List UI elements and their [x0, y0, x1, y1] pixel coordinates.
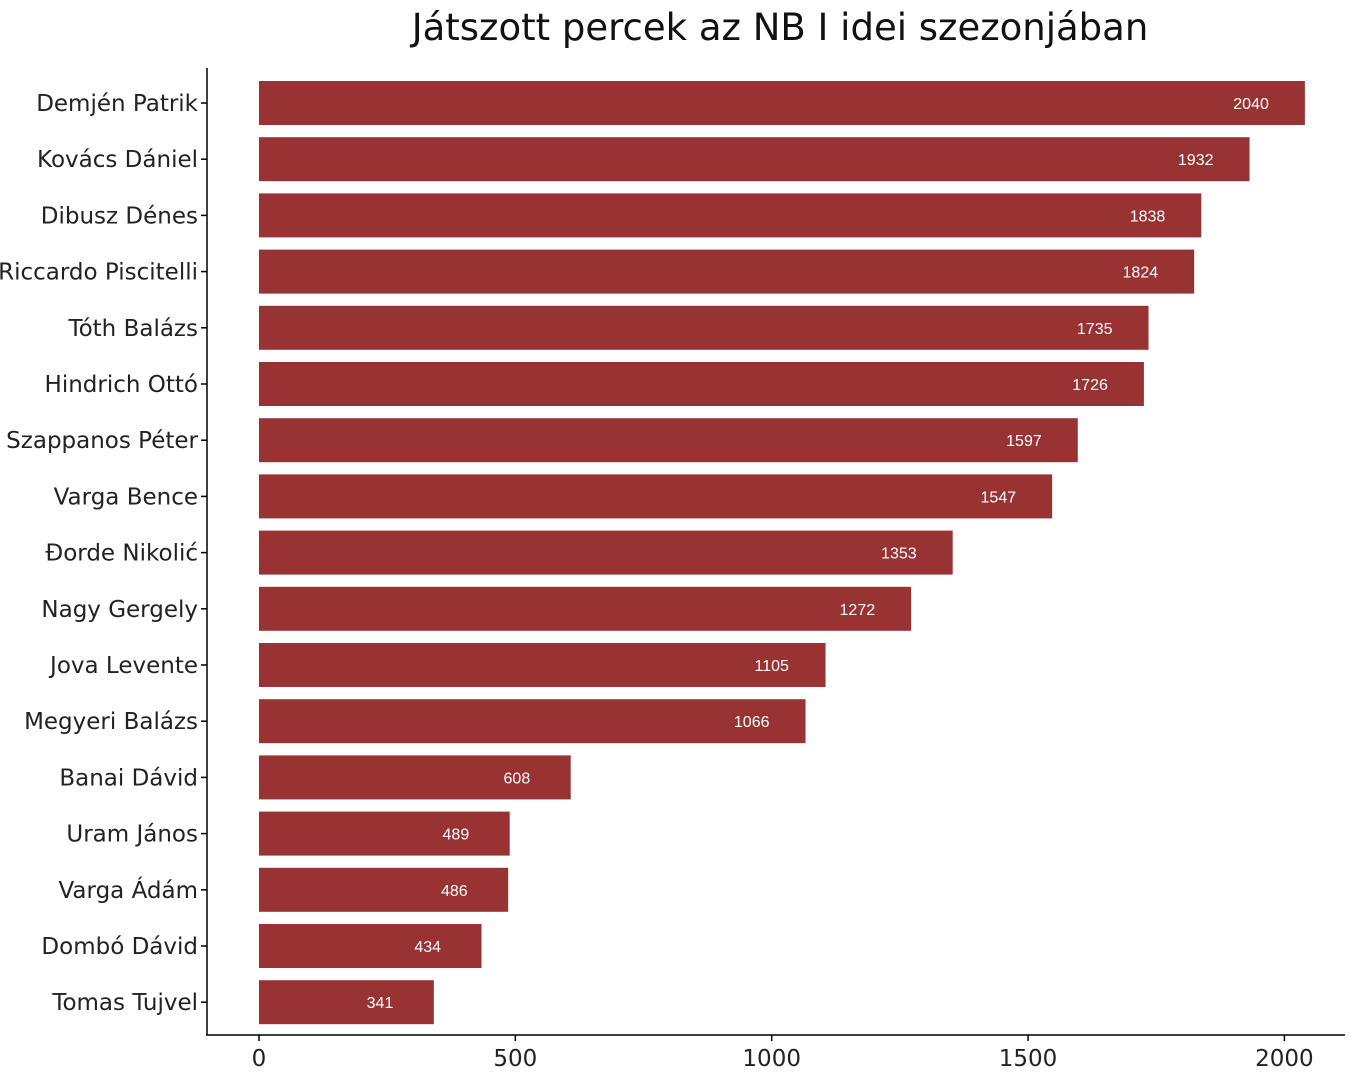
- x-tick-label: 1000: [742, 1046, 801, 1072]
- y-category-label: Dombó Dávid: [41, 934, 198, 960]
- bar-value-label: 341: [367, 995, 394, 1012]
- bar: [259, 137, 1250, 182]
- bar-value-label: 1597: [1006, 433, 1042, 450]
- bar: [259, 755, 571, 800]
- x-tick-label: 0: [252, 1046, 267, 1072]
- y-category-label: Riccardo Piscitelli: [0, 260, 198, 286]
- bar-value-label: 1066: [734, 714, 770, 731]
- y-category-label: Nagy Gergely: [41, 597, 198, 623]
- bar: [259, 81, 1305, 125]
- bar: [259, 643, 826, 687]
- bar: [259, 980, 434, 1025]
- y-category-label: Megyeri Balázs: [24, 709, 198, 735]
- y-category-label: Kovács Dániel: [37, 147, 198, 173]
- bar: [259, 418, 1078, 463]
- bar-value-label: 2040: [1233, 96, 1269, 113]
- bar: [259, 193, 1202, 238]
- y-category-label: Uram János: [66, 822, 198, 848]
- bar-value-label: 434: [414, 939, 441, 956]
- x-tick-label: 2000: [1255, 1046, 1314, 1072]
- y-category-label: Szappanos Péter: [6, 428, 198, 454]
- bars-group: 2040 1932 1838 1824 1735 1726 1597 1547 1353 1272…: [259, 81, 1305, 1025]
- y-category-label: Đorde Nikolić: [45, 541, 198, 567]
- bar: [259, 530, 953, 575]
- bar-value-label: 486: [441, 883, 468, 900]
- bar: [259, 474, 1053, 519]
- bar-value-label: 1547: [981, 489, 1017, 506]
- bar: [259, 699, 806, 744]
- y-category-label: Demjén Patrik: [36, 91, 198, 117]
- bar-value-label: 1735: [1077, 321, 1113, 338]
- y-axis: Demjén Patrik Kovács Dániel Dibusz Dénes Ri…: [0, 68, 208, 1035]
- y-category-label: Jova Levente: [48, 653, 198, 679]
- bar: [259, 867, 509, 912]
- bar: [259, 362, 1144, 406]
- bar-value-label: 1726: [1072, 377, 1108, 394]
- y-category-label: Varga Bence: [54, 484, 198, 510]
- y-category-label: Tomas Tujvel: [51, 990, 198, 1016]
- y-category-label: Varga Ádám: [58, 876, 198, 904]
- bar: [259, 924, 482, 968]
- y-category-label: Hindrich Ottó: [45, 372, 198, 398]
- bar-value-label: 1272: [840, 602, 876, 619]
- chart-title: Játszott percek az NB I idei szezonjában: [410, 6, 1149, 49]
- x-tick-label: 1500: [999, 1046, 1058, 1072]
- bar-value-label: 1353: [881, 546, 917, 563]
- bar: [259, 305, 1149, 350]
- bar-value-label: 1838: [1130, 208, 1166, 225]
- bar-value-label: 1932: [1178, 152, 1214, 169]
- bar: [259, 811, 510, 856]
- bar-value-label: 1105: [754, 658, 789, 675]
- y-category-label: Banai Dávid: [59, 765, 198, 791]
- bar-value-label: 489: [443, 827, 470, 844]
- x-axis: 0 500 1000 1500 2000: [206, 1034, 1345, 1072]
- bar: [259, 249, 1195, 294]
- bar-value-label: 1824: [1123, 265, 1159, 282]
- bar: [259, 586, 912, 631]
- y-category-label: Tóth Balázs: [67, 316, 198, 342]
- y-category-label: Dibusz Dénes: [41, 203, 198, 229]
- bar-value-label: 608: [504, 770, 531, 787]
- x-tick-label: 500: [493, 1046, 537, 1072]
